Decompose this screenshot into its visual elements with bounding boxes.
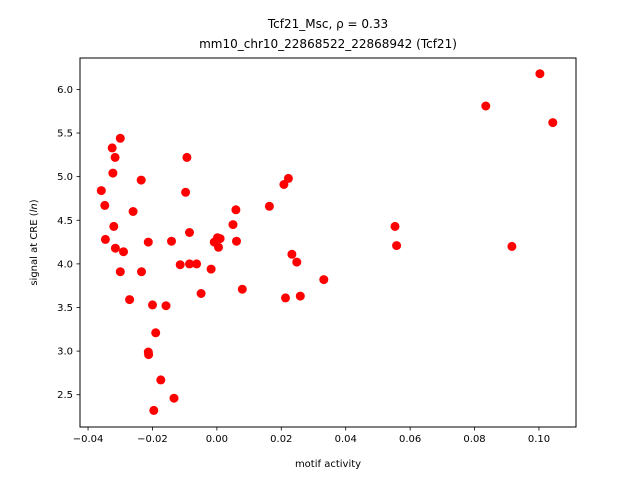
data-point [185,259,194,269]
data-point [535,69,545,79]
data-point [148,300,157,310]
x-tick-label: −0.02 [137,434,168,445]
data-point [96,186,106,196]
x-tick-label: 0.02 [270,434,292,445]
data-point [287,249,297,259]
data-point [231,205,241,215]
data-point [161,301,171,311]
y-tick-label: 3.0 [57,347,73,358]
data-point [237,284,247,294]
data-point [136,175,146,185]
data-point [100,200,110,210]
x-tick-label: 0.08 [463,434,485,445]
x-tick-label: 0.10 [528,434,550,445]
data-point [281,293,290,303]
data-point [100,234,110,244]
y-tick-label: 4.5 [57,216,73,227]
data-point [196,289,206,298]
data-point [175,260,185,270]
data-point [319,275,329,285]
x-tick-label: 0.06 [399,434,421,445]
data-point [151,328,161,338]
y-axis-label: signal at CRE (ln) [29,199,40,285]
data-point [143,237,153,247]
chart-title-line1: Tcf21_Msc, ρ = 0.33 [267,17,388,31]
data-point [192,259,202,269]
x-axis-ticks: −0.04 −0.02 0.00 0.02 0.04 0.06 0.08 0.10 [73,427,550,445]
data-point [215,234,225,244]
data-point [232,236,241,246]
data-point [109,221,119,231]
data-point [481,101,491,111]
y-axis-ticks: 2.5 3.0 3.5 4.0 4.5 5.0 5.5 6.0 [57,85,80,401]
data-point [144,350,154,360]
data-point [548,118,558,128]
data-point [392,241,402,251]
data-point [390,221,400,231]
data-point [185,228,194,237]
data-point [292,257,302,267]
y-tick-label: 4.0 [57,259,73,270]
x-tick-label: 0.00 [206,434,228,445]
data-point [107,143,117,153]
data-point [110,243,120,253]
data-point [264,201,274,211]
y-tick-label: 5.5 [57,129,73,140]
data-point [169,393,179,403]
y-tick-label: 6.0 [57,85,73,96]
data-point [206,264,216,274]
data-point [182,152,192,162]
data-point [295,291,305,301]
plot-area-frame [79,57,577,428]
x-axis-label: motif activity [295,459,361,470]
data-point [507,241,517,251]
y-tick-label: 2.5 [57,390,73,401]
data-point [125,295,135,305]
data-point [119,247,128,257]
data-point [156,375,166,385]
y-tick-label: 5.0 [57,172,73,183]
data-point [283,173,293,183]
data-points [96,69,558,415]
data-point [128,207,138,216]
data-point [137,267,146,277]
data-point [108,168,118,178]
data-point [214,242,223,252]
data-point [167,236,176,246]
data-point [149,405,159,415]
chart-title-line2: mm10_chr10_22868522_22868942 (Tcf21) [199,37,457,51]
data-point [181,187,191,197]
data-point [115,267,125,277]
y-tick-label: 3.5 [57,303,73,314]
data-point [115,133,125,143]
data-point [110,152,120,162]
x-tick-label: −0.04 [73,434,104,445]
data-point [228,220,238,230]
x-tick-label: 0.04 [335,434,357,445]
